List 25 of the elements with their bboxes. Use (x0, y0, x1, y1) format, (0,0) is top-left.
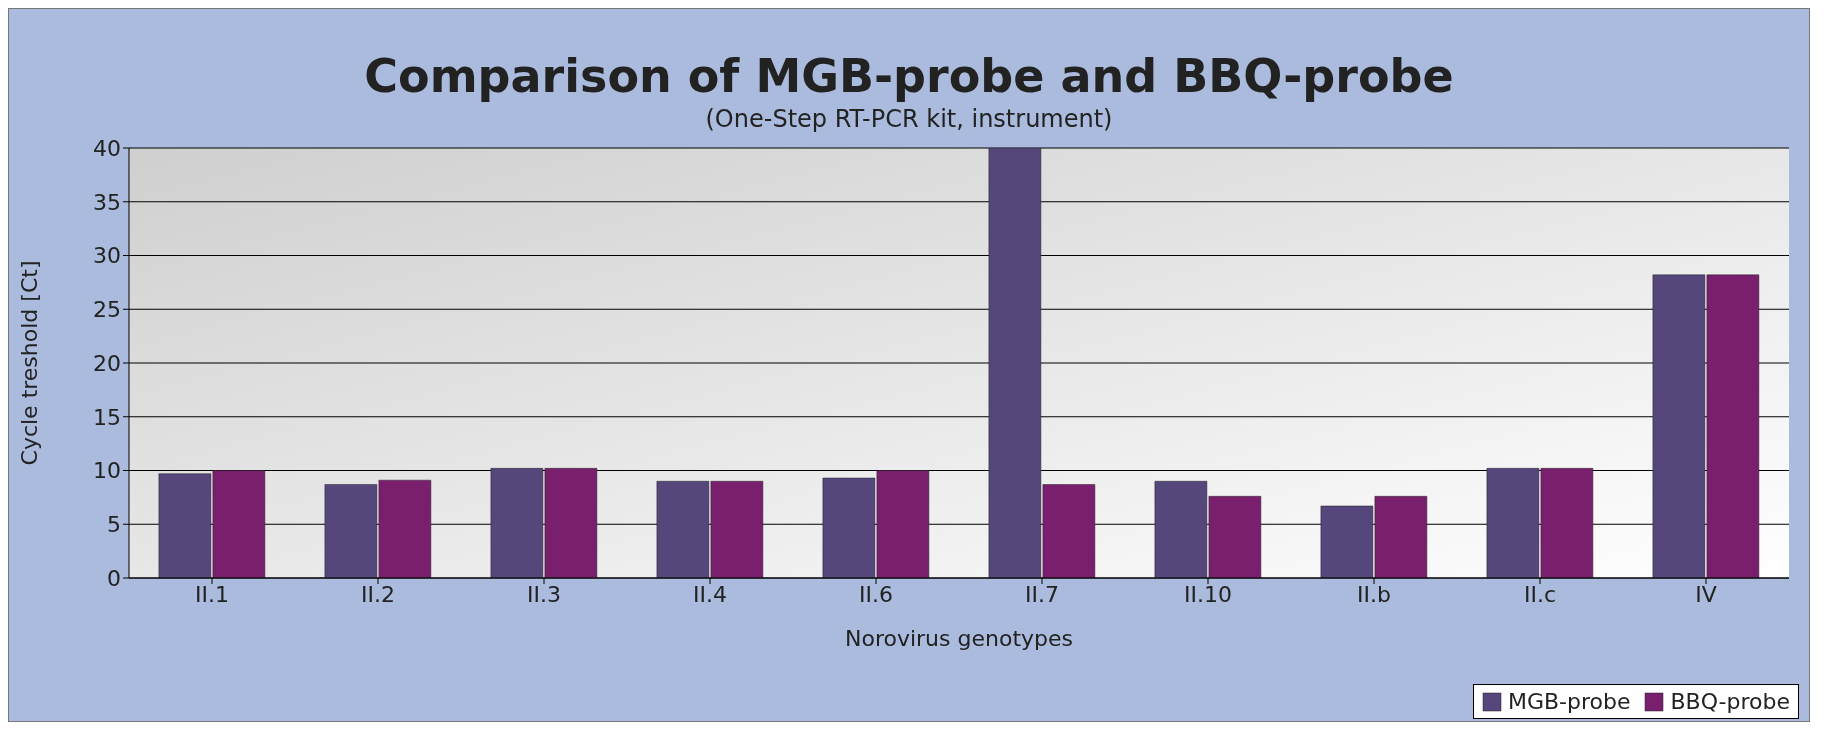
y-tick-label: 35 (93, 189, 121, 215)
x-tick-label: II.2 (361, 581, 395, 607)
y-axis-title: Cycle treshold [Ct] (16, 260, 42, 466)
x-axis-title: Norovirus genotypes (844, 626, 1074, 651)
x-tick-label: II.1 (195, 581, 229, 607)
x-tick-label: II.10 (1184, 581, 1232, 607)
y-tick-label: 10 (93, 458, 121, 484)
y-tick-label: 5 (107, 512, 121, 538)
x-tick-label: IV (1695, 581, 1717, 607)
x-tick-label: II.3 (527, 581, 561, 607)
legend-label: MGB-probe (1507, 689, 1631, 714)
x-tick-label: II.b (1357, 581, 1391, 607)
x-tick-label: II.c (1523, 581, 1557, 607)
y-tick-label: 25 (93, 297, 121, 323)
chart-title: Comparison of MGB-probe and BBQ-probe (363, 48, 1455, 103)
y-tick-label: 20 (93, 350, 121, 376)
y-tick-label: 40 (93, 135, 121, 161)
y-tick-label: 0 (107, 565, 121, 591)
x-tick-label: II.6 (859, 581, 893, 607)
x-tick-label: II.4 (693, 581, 727, 607)
y-tick-label: 30 (93, 243, 121, 269)
chart-subtitle: (One-Step RT-PCR kit, instrument) (704, 105, 1114, 133)
x-tick-label: II.7 (1025, 581, 1059, 607)
legend-label: BBQ-probe (1670, 689, 1790, 714)
y-tick-label: 15 (93, 404, 121, 430)
